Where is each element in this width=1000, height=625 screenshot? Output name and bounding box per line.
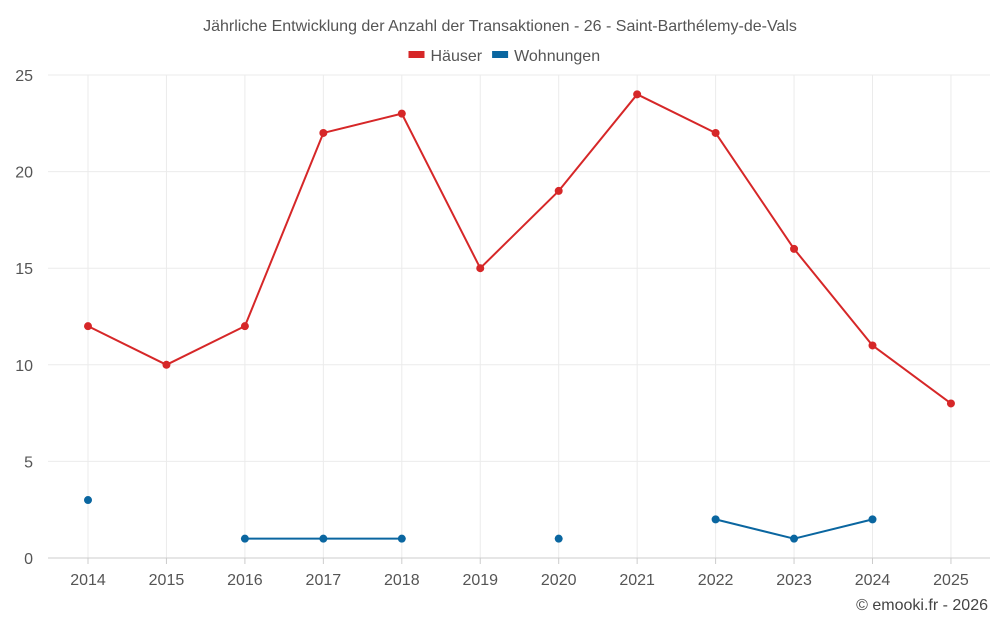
x-tick-label: 2020 (541, 572, 577, 589)
series-line (87, 93, 952, 405)
y-tick-label: 20 (15, 165, 33, 182)
x-tick-label: 2019 (462, 572, 498, 589)
x-tick-label: 2016 (227, 572, 263, 589)
x-tick-label: 2023 (776, 572, 812, 589)
data-point (868, 341, 877, 350)
grid (48, 74, 990, 558)
data-point (162, 360, 171, 369)
data-point (397, 109, 406, 118)
y-tick-label: 25 (15, 68, 33, 85)
x-tick-label: 2014 (70, 572, 106, 589)
legend: Häuser Wohnungen (408, 48, 600, 65)
legend-swatch (408, 51, 425, 58)
data-point (554, 534, 563, 543)
data-point (84, 496, 92, 505)
y-tick-label: 5 (24, 454, 33, 471)
data-point (790, 534, 799, 543)
data-point (633, 90, 642, 99)
data-point (711, 515, 720, 524)
x-tick-label: 2025 (933, 572, 969, 589)
data-point (84, 322, 92, 331)
data-point (319, 128, 328, 137)
y-tick-label: 15 (15, 261, 33, 278)
series-wohnungen (84, 496, 877, 543)
data-point (790, 244, 799, 253)
data-point (554, 186, 563, 195)
y-axis: 0 5 10 15 20 25 (15, 68, 33, 568)
data-point (476, 264, 485, 273)
data-point (240, 322, 249, 331)
series-layer (84, 90, 955, 543)
data-point (240, 534, 249, 543)
legend-label: Wohnungen (514, 48, 600, 65)
legend-label: Häuser (431, 48, 483, 65)
x-tick-label: 2022 (698, 572, 734, 589)
x-tick-label: 2018 (384, 572, 420, 589)
chart-title: Jährliche Entwicklung der Anzahl der Tra… (203, 18, 797, 35)
x-tick-label: 2024 (855, 572, 891, 589)
data-point (711, 128, 720, 137)
series-häuser (84, 90, 955, 408)
data-point (946, 399, 955, 408)
data-point (397, 534, 406, 543)
x-tick-label: 2015 (149, 572, 185, 589)
x-tick-label: 2017 (306, 572, 342, 589)
y-tick-label: 10 (15, 358, 33, 375)
data-point (319, 534, 328, 543)
y-tick-label: 0 (24, 551, 33, 568)
legend-swatch (492, 51, 509, 58)
data-point (868, 515, 877, 524)
copyright-footer: © emooki.fr - 2026 (856, 597, 988, 614)
x-axis: 2014 2015 2016 2017 2018 2019 2020 2021 2022 2023… (48, 557, 990, 589)
x-tick-label: 2021 (619, 572, 655, 589)
